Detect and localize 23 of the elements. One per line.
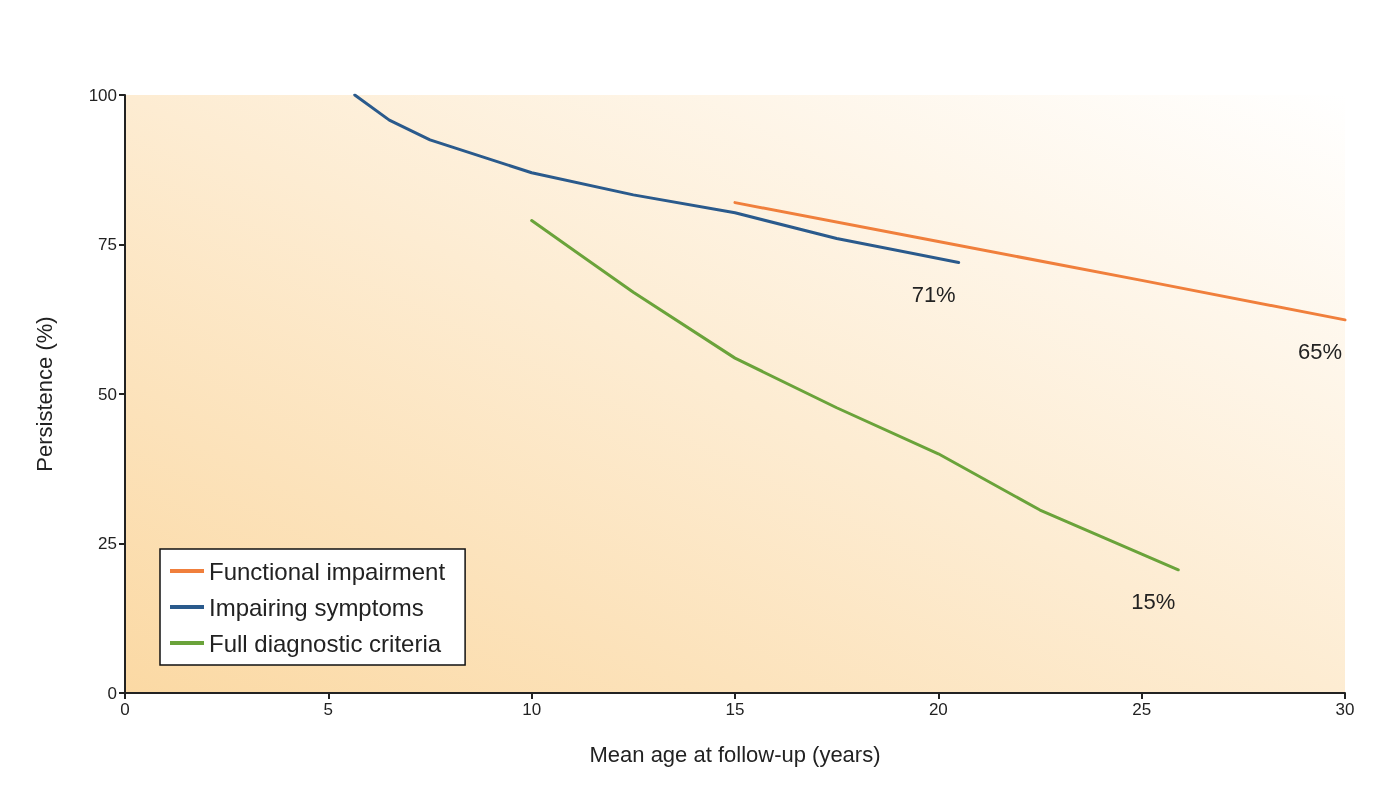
x-tick-label: 15: [725, 700, 745, 719]
y-axis-title: Persistence (%): [31, 316, 57, 472]
x-tick-label: 10: [522, 700, 542, 719]
line-series: [530, 219, 1180, 572]
line-series: [353, 93, 961, 264]
x-tick-label: 20: [928, 700, 948, 719]
annotation: 71%: [911, 281, 956, 307]
line-series: [733, 201, 1347, 322]
x-tick-label: 25: [1132, 700, 1152, 719]
y-tick-label: 0: [107, 683, 117, 703]
y-tick-label: 100: [88, 85, 117, 105]
x-tick-label: 0: [120, 700, 130, 719]
legend-label: Functional impairment: [209, 557, 446, 585]
x-axis-title: Mean age at follow-up (years): [589, 741, 881, 767]
annotation: 15%: [1131, 589, 1176, 615]
y-tick-label: 75: [98, 235, 117, 254]
x-tick-label: 5: [323, 700, 334, 719]
legend-label: Impairing symptoms: [209, 593, 424, 621]
y-tick-label: 25: [98, 534, 117, 553]
legend-label: Full diagnostic criteria: [209, 629, 442, 657]
x-tick-label: 30: [1335, 700, 1355, 719]
y-tick-label: 50: [98, 384, 117, 404]
annotation: 65%: [1297, 339, 1343, 365]
